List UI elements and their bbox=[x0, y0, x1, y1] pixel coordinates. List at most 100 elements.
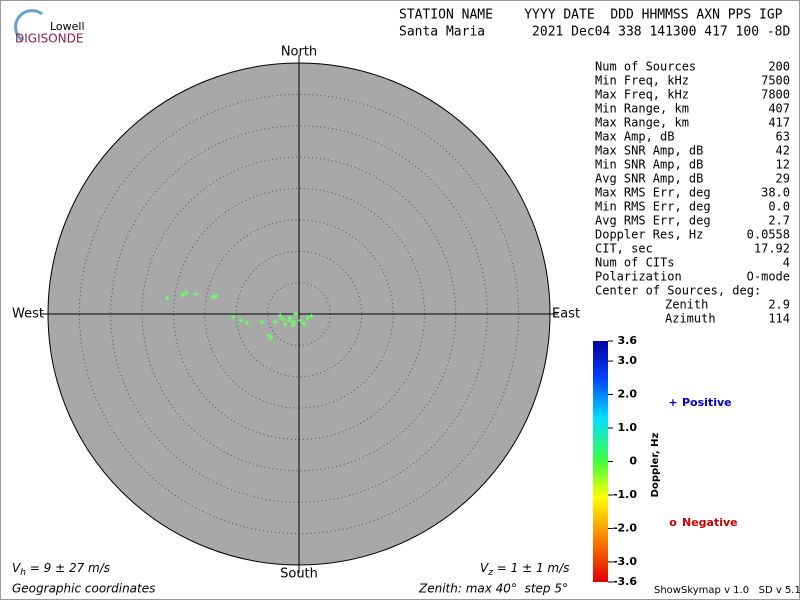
legend-label: Negative bbox=[682, 516, 738, 529]
east-label: East bbox=[552, 307, 580, 322]
stat-label: Min RMS Err, deg bbox=[595, 200, 711, 214]
stat-value: O-mode bbox=[747, 270, 790, 284]
stat-value: 63 bbox=[776, 130, 790, 144]
stat-value: 7800 bbox=[761, 88, 790, 102]
stat-value: 200 bbox=[768, 60, 790, 74]
vh-value: = 9 ± 27 m/s bbox=[26, 561, 110, 575]
version-label: ShowSkymap v 1.0 SD v 5.1 bbox=[654, 585, 800, 596]
center-label: Azimuth bbox=[665, 312, 716, 326]
colorbar-tick-label: -1.0 bbox=[613, 488, 637, 501]
stat-label: Max Freq, kHz bbox=[595, 88, 689, 102]
legend-symbol: + bbox=[668, 396, 677, 409]
logo-swoosh bbox=[14, 9, 43, 42]
legend-label: Positive bbox=[682, 396, 732, 409]
stat-label: Max Range, km bbox=[595, 116, 689, 130]
center-label: Zenith bbox=[665, 298, 708, 312]
colorbar-tick-label: -3.6 bbox=[613, 575, 637, 588]
center-value: 114 bbox=[768, 312, 790, 326]
stat-value: 417 bbox=[768, 116, 790, 130]
colorbar-tick-label: 1.0 bbox=[618, 421, 638, 434]
vz-sub: z bbox=[487, 568, 493, 578]
stat-value: 407 bbox=[768, 102, 790, 116]
vz-symbol: V bbox=[480, 561, 489, 575]
source-point bbox=[293, 311, 299, 317]
stat-value: 38.0 bbox=[761, 186, 790, 200]
stat-label: Min Range, km bbox=[595, 102, 689, 116]
source-point bbox=[291, 319, 297, 325]
source-point bbox=[259, 319, 265, 325]
stat-value: 7500 bbox=[761, 74, 790, 88]
source-point bbox=[268, 335, 274, 341]
header-values: Santa Maria 2021 Dec04 338 141300 417 10… bbox=[399, 25, 791, 40]
vh-symbol: V bbox=[12, 561, 21, 575]
colorbar-tick-label: 0 bbox=[629, 455, 637, 468]
stat-value: 2.7 bbox=[768, 214, 790, 228]
source-point bbox=[266, 332, 272, 338]
stat-value: 17.92 bbox=[754, 242, 790, 256]
logo-top: Lowell bbox=[50, 20, 85, 33]
source-point bbox=[287, 315, 293, 321]
source-point bbox=[305, 315, 311, 321]
colorbar bbox=[593, 341, 608, 582]
stat-label: Num of CITs bbox=[595, 256, 674, 270]
stat-label: Polarization bbox=[595, 270, 682, 284]
stat-label: Max Amp, dB bbox=[595, 130, 674, 144]
vh-sub: h bbox=[20, 568, 26, 578]
stat-label: Max SNR Amp, dB bbox=[595, 144, 703, 158]
center-title: Center of Sources, deg: bbox=[595, 284, 761, 298]
colorbar-tick-label: 3.0 bbox=[618, 354, 638, 367]
source-point bbox=[183, 290, 189, 296]
north-label: North bbox=[281, 45, 317, 60]
colorbar-title: Doppler, Hz bbox=[650, 433, 661, 498]
vz-label: Vz = 1 ± 1 m/s bbox=[480, 561, 569, 578]
vz-value: = 1 ± 1 m/s bbox=[493, 561, 569, 575]
coords-label: Geographic coordinates bbox=[12, 582, 155, 596]
stat-label: Min SNR Amp, dB bbox=[595, 158, 703, 172]
source-point bbox=[238, 317, 244, 323]
center-value: 2.9 bbox=[768, 298, 790, 312]
stat-label: Min Freq, kHz bbox=[595, 74, 689, 88]
source-point bbox=[277, 313, 283, 319]
source-point bbox=[286, 317, 292, 323]
stat-value: 4 bbox=[783, 256, 790, 270]
source-point bbox=[309, 314, 315, 320]
source-point bbox=[193, 291, 199, 297]
stat-label: Avg RMS Err, deg bbox=[595, 214, 711, 228]
stat-label: Max RMS Err, deg bbox=[595, 186, 711, 200]
colorbar-tick-label: 2.0 bbox=[618, 388, 638, 401]
source-point bbox=[280, 316, 286, 322]
stat-label: Doppler Res, Hz bbox=[595, 228, 703, 242]
header-labels: STATION NAME YYYY DATE DDD HHMMSS AXN PP… bbox=[399, 8, 783, 23]
source-point bbox=[282, 321, 288, 327]
source-point bbox=[213, 293, 219, 299]
stat-value: 0.0 bbox=[768, 200, 790, 214]
zenith-label: Zenith: max 40° step 5° bbox=[418, 582, 568, 596]
source-point bbox=[210, 294, 216, 300]
stat-label: CIT, sec bbox=[595, 242, 653, 256]
logo-bottom: DIGISONDE bbox=[15, 32, 83, 46]
source-point bbox=[290, 322, 296, 328]
south-label: South bbox=[280, 567, 318, 582]
west-label: West bbox=[12, 307, 44, 322]
source-point bbox=[244, 320, 250, 326]
stat-value: 12 bbox=[776, 158, 790, 172]
colorbar-tick-label: -3.0 bbox=[613, 555, 637, 568]
stats-panel: Num of Sources 200 Min Freq, kHz 7500 Max Fr… bbox=[593, 60, 790, 588]
stat-value: 0.0558 bbox=[747, 228, 790, 242]
legend-symbol: o bbox=[669, 516, 677, 529]
stat-label: Avg SNR Amp, dB bbox=[595, 172, 703, 186]
source-point bbox=[180, 292, 186, 298]
stat-value: 29 bbox=[776, 172, 790, 186]
stat-label: Num of Sources bbox=[595, 60, 696, 74]
source-point bbox=[164, 295, 170, 301]
source-point bbox=[272, 319, 278, 325]
vh-label: Vh = 9 ± 27 m/s bbox=[12, 561, 110, 578]
source-point bbox=[297, 317, 303, 323]
colorbar-tick-label: -2.0 bbox=[613, 521, 637, 534]
source-point bbox=[301, 320, 307, 326]
skymap: North South East West bbox=[12, 45, 580, 582]
source-point bbox=[230, 314, 236, 320]
colorbar-tick-label: 3.6 bbox=[618, 334, 638, 347]
stat-value: 42 bbox=[776, 144, 790, 158]
